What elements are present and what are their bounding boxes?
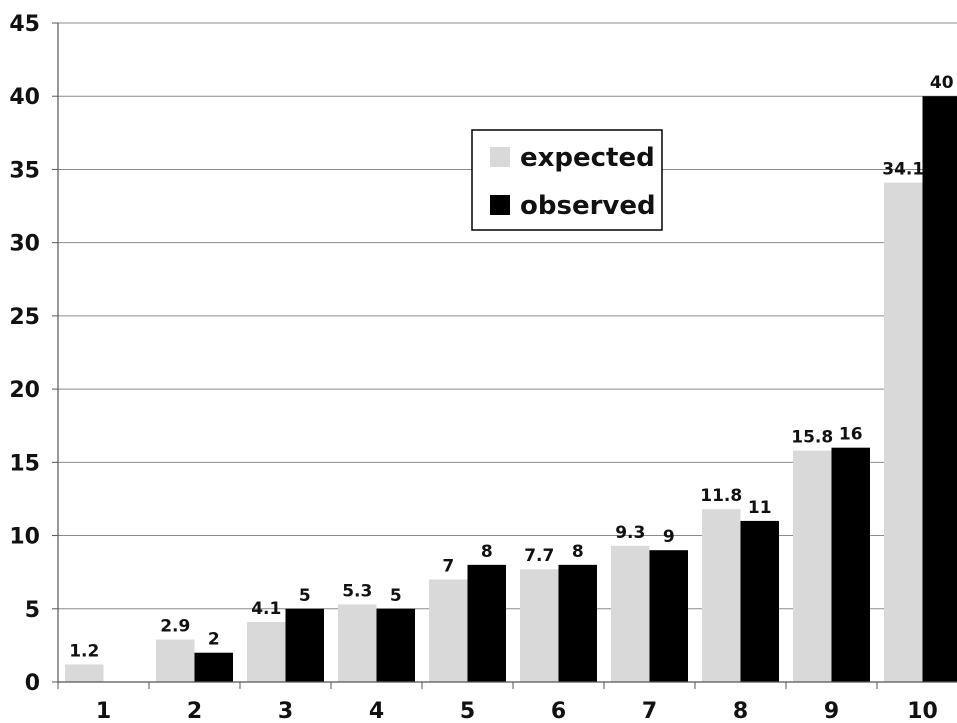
data-label-observed: 5 <box>299 586 311 606</box>
bar-expected <box>156 639 195 682</box>
x-tick-label: 4 <box>369 699 384 723</box>
legend: expected observed <box>471 129 663 231</box>
data-label-expected: 4.1 <box>251 599 281 619</box>
x-tick-label: 1 <box>96 699 111 723</box>
data-label-expected: 1.2 <box>69 641 99 661</box>
data-label-observed: 9 <box>663 527 675 547</box>
data-label-observed: 11 <box>748 498 772 518</box>
data-label-observed: 2 <box>208 630 220 650</box>
bar-expected <box>338 604 377 682</box>
data-label-observed: 8 <box>572 542 584 562</box>
bar-observed <box>740 520 779 682</box>
bar-observed <box>285 608 324 682</box>
y-tick-label: 40 <box>9 85 40 110</box>
bars <box>65 96 957 682</box>
legend-swatch-observed <box>490 195 510 215</box>
data-label-expected: 2.9 <box>160 617 190 637</box>
data-label-expected: 15.8 <box>791 428 833 448</box>
bar-observed <box>194 652 233 682</box>
bar-observed <box>467 564 506 682</box>
y-tick-label: 0 <box>25 671 40 696</box>
x-tick-label: 6 <box>551 699 566 723</box>
bar-expected <box>520 569 559 682</box>
data-label-observed: 40 <box>930 73 954 93</box>
legend-label-expected: expected <box>520 143 655 173</box>
bar-expected <box>429 579 468 682</box>
bar-observed <box>376 608 415 682</box>
bar-observed <box>558 564 597 682</box>
bar-expected <box>702 509 741 682</box>
y-tick-label: 35 <box>9 158 40 183</box>
y-tick-label: 45 <box>9 12 40 37</box>
bar-observed <box>922 96 957 682</box>
data-label-observed: 5 <box>390 586 402 606</box>
x-tick-label: 9 <box>824 699 839 723</box>
x-tick-label: 5 <box>460 699 475 723</box>
x-tick-label: 7 <box>642 699 657 723</box>
y-tick-label: 10 <box>9 525 40 550</box>
y-tick-label: 5 <box>25 598 40 623</box>
data-label-expected: 7 <box>442 556 454 576</box>
bar-expected <box>793 450 832 682</box>
legend-label-observed: observed <box>520 191 656 221</box>
bar-expected <box>884 182 923 682</box>
bar-observed <box>831 447 870 682</box>
data-label-expected: 7.7 <box>524 546 554 566</box>
bar-expected <box>65 664 104 682</box>
legend-swatch-expected <box>490 147 510 167</box>
x-tick-label: 10 <box>907 699 938 723</box>
bar-observed <box>649 550 688 682</box>
bar-expected <box>247 621 286 682</box>
data-label-expected: 5.3 <box>342 581 372 601</box>
grid-lines <box>58 22 957 610</box>
y-tick-label: 25 <box>9 305 40 330</box>
x-tick-label: 8 <box>733 699 748 723</box>
x-tick-label: 2 <box>187 699 202 723</box>
data-labels: 1.2 2.9 4.1 5.3 7 7.7 9.3 11.8 15.8 34.1 2 5 5 8 8 9 11 1… <box>69 73 954 661</box>
data-label-expected: 11.8 <box>700 486 742 506</box>
bar-expected <box>611 545 650 682</box>
x-tick-label: 3 <box>278 699 293 723</box>
data-label-expected: 9.3 <box>615 523 645 543</box>
y-tick-label: 20 <box>9 378 40 403</box>
y-tick-label: 30 <box>9 232 40 257</box>
data-label-observed: 16 <box>839 425 863 445</box>
y-tick-label: 15 <box>9 451 40 476</box>
data-label-observed: 8 <box>481 542 493 562</box>
data-label-expected: 34.1 <box>882 160 924 180</box>
